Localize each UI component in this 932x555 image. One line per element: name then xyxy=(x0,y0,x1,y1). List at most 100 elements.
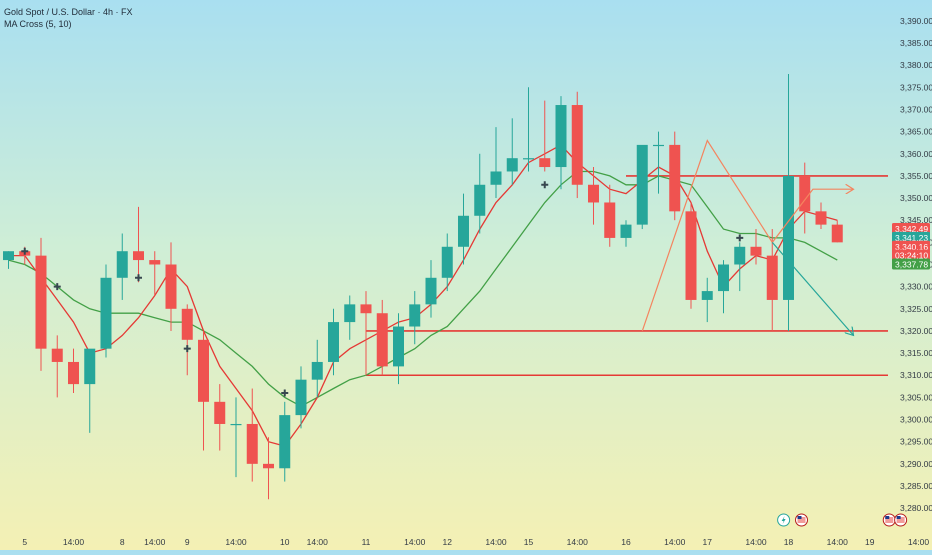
projection-down-path xyxy=(771,242,853,335)
indicator-title: MA Cross (5, 10) xyxy=(4,19,72,29)
candle-body-bear xyxy=(35,255,47,349)
flag-canton xyxy=(896,516,901,519)
candle-body-bear xyxy=(133,251,144,261)
price-label-text: 3,337.78 xyxy=(895,260,928,270)
price-tick-label: 3,280.00 xyxy=(900,503,932,513)
candles xyxy=(3,74,843,500)
time-tick-label: 14:00 xyxy=(567,537,589,547)
candle-body-bear xyxy=(214,401,226,424)
price-tick-label: 3,355.00 xyxy=(900,171,932,181)
candle-body-bull xyxy=(636,144,648,225)
ma-slow-line xyxy=(8,170,838,408)
candle-body-bull xyxy=(620,224,632,238)
cross-markers xyxy=(21,181,744,397)
candle-body-bear xyxy=(68,361,79,385)
pattern-lines xyxy=(641,139,853,336)
candle-body-bull xyxy=(279,415,291,469)
price-tick-label: 3,370.00 xyxy=(900,104,932,114)
candle-body-bear xyxy=(588,184,599,203)
time-tick-label: 17 xyxy=(703,537,713,547)
price-tick-label: 3,320.00 xyxy=(900,326,932,336)
candle-body-bear xyxy=(198,339,209,402)
time-tick-label: 18 xyxy=(784,537,794,547)
price-tick-label: 3,360.00 xyxy=(900,149,932,159)
ma-cross-marker xyxy=(21,247,29,255)
candle-body-bear xyxy=(685,211,697,300)
candle-body-bull xyxy=(84,348,96,385)
symbol-title: Gold Spot / U.S. Dollar · 4h · FX xyxy=(4,7,133,17)
candle-body-bull xyxy=(783,175,794,300)
time-tick-label: 14:00 xyxy=(404,537,426,547)
candle-body-bear xyxy=(831,224,843,243)
candle-body-bull xyxy=(555,105,567,168)
price-label-text: 3,340.16 xyxy=(895,242,928,252)
candle-body-bull xyxy=(409,304,421,327)
price-label-text: 3,341.23 xyxy=(895,233,928,243)
price-label-box xyxy=(892,240,930,252)
candle-body-bear xyxy=(51,348,63,362)
ma-cross-marker xyxy=(541,181,549,189)
price-label-box xyxy=(892,231,930,243)
time-tick-label: 14:00 xyxy=(63,537,85,547)
time-tick-label: 19 xyxy=(865,537,875,547)
time-tick-label: 12 xyxy=(443,537,453,547)
candle-body-bear xyxy=(539,158,551,168)
time-tick-label: 15 xyxy=(524,537,534,547)
price-tick-label: 3,330.00 xyxy=(900,282,932,292)
price-label-box xyxy=(892,258,930,270)
candle-body-bear xyxy=(263,463,274,469)
candle-body-bull xyxy=(393,326,404,367)
candle-body-bull xyxy=(653,144,664,147)
price-tick-label: 3,380.00 xyxy=(900,60,932,70)
candle-body-bull xyxy=(523,158,534,160)
time-tick-label: 10 xyxy=(280,537,290,547)
price-tick-label: 3,365.00 xyxy=(900,127,932,137)
price-tick-label: 3,315.00 xyxy=(900,348,932,358)
price-tick-label: 3,375.00 xyxy=(900,82,932,92)
time-tick-label: 14:00 xyxy=(664,537,686,547)
time-tick-label: 14:00 xyxy=(307,537,329,547)
price-tick-label: 3,305.00 xyxy=(900,392,932,402)
candle-body-bull xyxy=(295,379,307,416)
candle-body-bull xyxy=(344,304,356,323)
flag-canton xyxy=(797,516,802,519)
price-tick-label: 3,325.00 xyxy=(900,304,932,314)
candle-body-bull xyxy=(311,361,323,380)
candle-body-bull xyxy=(490,171,502,185)
candle-body-bull xyxy=(328,322,339,362)
candle-body-bear xyxy=(766,255,778,300)
candle-body-bear xyxy=(604,202,616,238)
price-tick-label: 3,385.00 xyxy=(900,38,932,48)
time-tick-label: 14:00 xyxy=(745,537,767,547)
time-tick-label: 14:00 xyxy=(908,537,930,547)
candle-body-bull xyxy=(100,277,112,349)
time-tick-label: 16 xyxy=(621,537,631,547)
candle-body-bull xyxy=(425,277,437,305)
time-tick-label: 14:00 xyxy=(827,537,849,547)
candle-body-bear xyxy=(246,423,258,464)
candle-body-bear xyxy=(571,105,583,185)
ma-fast-line xyxy=(8,144,838,447)
candle-body-bull xyxy=(441,246,453,278)
candle-body-bear xyxy=(669,144,681,212)
time-tick-label: 8 xyxy=(120,537,125,547)
candle-body-bull xyxy=(116,251,128,278)
price-tick-label: 3,290.00 xyxy=(900,459,932,469)
price-tick-label: 3,300.00 xyxy=(900,415,932,425)
time-axis[interactable]: 5 14:00 8 14:00 9 14:00 10 14:00 11 14:00 12 14:00 1… xyxy=(22,537,929,547)
price-label-text: 03:24:10 xyxy=(895,251,928,261)
price-label-text: 3,342.49 xyxy=(895,224,928,234)
candle-body-bull xyxy=(458,215,469,247)
ma-cross-marker xyxy=(135,274,142,282)
candle-body-bear xyxy=(815,211,827,225)
candle-body-bull xyxy=(474,184,486,216)
time-tick-label: 11 xyxy=(362,537,371,547)
chart-legend: Gold Spot / U.S. Dollar · 4h · FX MA Cro… xyxy=(4,6,133,30)
price-tick-label: 3,310.00 xyxy=(900,370,932,380)
time-tick-label: 14:00 xyxy=(485,537,507,547)
price-tick-label: 3,285.00 xyxy=(900,481,932,491)
candle-body-bear xyxy=(165,264,177,309)
time-tick-label: 14:00 xyxy=(225,537,247,547)
